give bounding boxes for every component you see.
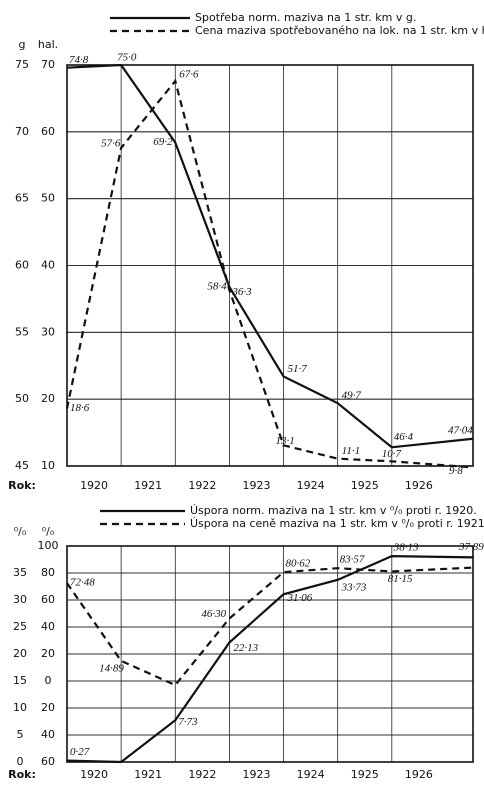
data-line [66,63,474,449]
value-label: 22·13 [233,642,258,654]
x-tick-label: 1926 [405,479,433,492]
value-label: 80·62 [286,558,311,570]
value-label: 0·27 [70,746,90,758]
y-tick-label: 5 [17,728,24,741]
y-tick-label: 75 [15,58,29,71]
plot-frame [66,545,474,763]
x-tick-label: 1922 [188,768,216,781]
x-tick-label: 1920 [80,479,108,492]
y-tick-label: 45 [15,459,29,472]
y2-axis-label: hal. [38,38,58,51]
value-label: 49·7 [342,390,362,402]
y-tick-label: 10 [13,701,27,714]
x-tick-label: 1924 [297,479,325,492]
x-tick-label: 1920 [80,768,108,781]
value-label: 13·1 [276,435,295,447]
y-tick-label: 0 [45,674,52,687]
y-tick-label: 60 [41,125,55,138]
value-label: 47·04 [448,424,473,436]
y-tick-label: 60 [15,259,29,272]
y-tick-label: 100 [38,539,59,552]
y-tick-label: 30 [41,325,55,338]
legend-label: Úspora na ceně maziva na 1 str. km v ⁰/₀… [190,517,484,530]
data-line [66,554,474,764]
value-label: 37·89 [458,541,484,553]
y-axis-label: g [19,38,26,51]
y-tick-label: 10 [41,459,55,472]
x-tick-label: 1923 [242,479,270,492]
y-tick-label: 40 [41,259,55,272]
y-tick-label: 55 [15,325,29,338]
value-label: 83·57 [340,554,365,566]
legend-label: Spotřeba norm. maziva na 1 str. km v g. [195,11,416,24]
y-tick-label: 30 [13,593,27,606]
value-label: 11·1 [342,445,360,457]
value-label: 74·8 [69,54,89,66]
legend-label: Cena maziva spotřebovaného na lok. na 1 … [195,24,484,37]
y-tick-label: 0 [17,755,24,768]
value-label: 38·13 [393,542,419,554]
value-label: 69·2 [153,136,173,148]
x-tick-label: 1925 [351,479,379,492]
value-label: 31·06 [287,592,313,604]
x-tick-label: 1926 [405,768,433,781]
y-tick-label: 35 [13,566,27,579]
value-label: 36·3 [231,286,252,298]
value-label: 33·73 [341,581,367,593]
value-label: 10·7 [382,448,402,460]
y-axis-label: ⁰/₀ [14,525,27,538]
value-label: 18·6 [70,402,90,414]
y-tick-label: 15 [13,674,27,687]
data-line [66,566,474,687]
plot-frame [66,64,474,467]
y-tick-label: 70 [15,125,29,138]
y2-axis-label: ⁰/₀ [42,525,55,538]
y-tick-label: 20 [41,647,55,660]
x-tick-label: 1925 [351,768,379,781]
value-label: 46·4 [394,431,414,443]
x-tick-label: 1921 [134,479,162,492]
legend-label: Úspora norm. maziva na 1 str. km v ⁰/₀ p… [190,504,477,517]
value-label: 58·4 [207,280,227,292]
x-tick-label: 1921 [134,768,162,781]
y-tick-label: 50 [15,392,29,405]
x-tick-label: 1922 [188,479,216,492]
x-tick-label: 1924 [297,768,325,781]
y-tick-label: 20 [41,392,55,405]
y-tick-label: 40 [41,620,55,633]
y-tick-label: 25 [13,620,27,633]
value-label: 81·15 [388,573,413,585]
value-label: 75·0 [117,52,137,64]
value-label: 14·89 [99,662,124,674]
value-label: 51·7 [288,363,308,375]
value-label: 72·48 [70,577,95,589]
value-label: 9·8 [449,465,463,477]
value-label: 7·73 [178,716,198,728]
y-tick-label: 20 [41,701,55,714]
y-tick-label: 80 [41,566,55,579]
y-tick-label: 60 [41,593,55,606]
x-axis-label: Rok: [8,479,36,492]
y-tick-label: 60 [41,755,55,768]
value-label: 57·6 [101,137,121,149]
y-tick-label: 40 [41,728,55,741]
y-tick-label: 70 [41,58,55,71]
value-label: 46·30 [201,608,226,620]
value-label: 67·6 [179,69,199,81]
x-axis-label: Rok: [8,768,36,781]
y-tick-label: 50 [41,192,55,205]
x-tick-label: 1923 [242,768,270,781]
y-tick-label: 65 [15,192,29,205]
y-tick-label: 20 [13,647,27,660]
data-line [65,78,474,469]
